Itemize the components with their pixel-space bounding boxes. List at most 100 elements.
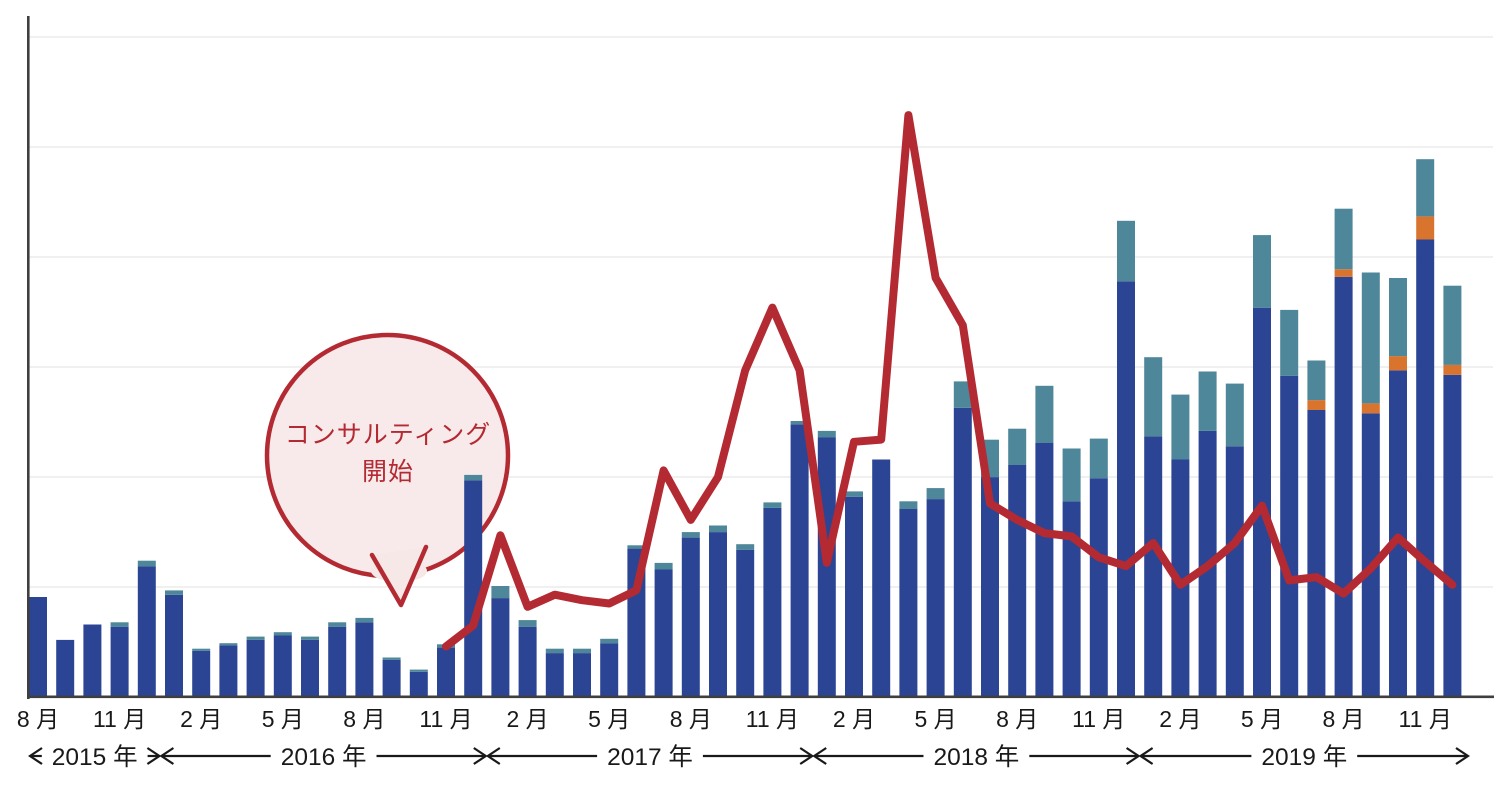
- bar-segment: [1062, 448, 1081, 502]
- bar-segment: [1035, 385, 1054, 443]
- bar-segment: [899, 509, 918, 696]
- x-tick-label: 5 月: [588, 706, 630, 732]
- arrow-left-icon: [812, 747, 827, 765]
- bar-segment: [437, 647, 455, 696]
- x-tick-label: 8 月: [670, 706, 712, 732]
- bar-segment: [1171, 394, 1190, 460]
- bar-segment: [165, 590, 183, 595]
- bar-segment: [301, 639, 319, 696]
- bar-segment: [1008, 428, 1027, 465]
- arrow-left-icon: [1138, 747, 1154, 765]
- bar-segment: [573, 648, 591, 654]
- bar-segment: [1089, 438, 1108, 479]
- bar-segment: [328, 622, 347, 627]
- bar-segment: [246, 639, 265, 696]
- x-tick-label: 5 月: [1241, 706, 1283, 732]
- bar-segment: [1008, 465, 1027, 696]
- bar-segment: [192, 648, 211, 651]
- bar-segment: [137, 566, 156, 696]
- bar-segment: [1253, 235, 1271, 308]
- x-tick-label: 2 月: [507, 706, 549, 732]
- bar-segment: [409, 671, 428, 696]
- bar-segment: [1225, 446, 1244, 696]
- bar-segment: [926, 499, 945, 696]
- bar-segment: [165, 594, 183, 696]
- bar-segment: [1225, 383, 1244, 447]
- bar-segment: [845, 491, 863, 497]
- bar-segment: [817, 430, 836, 438]
- bar-segment: [1443, 364, 1462, 375]
- arrow-right-icon: [799, 747, 815, 765]
- bar-segment: [926, 488, 945, 500]
- bar-segment: [1443, 285, 1462, 365]
- year-band-label: 2016 年: [281, 743, 367, 771]
- bar-segment: [1035, 443, 1054, 696]
- bar-segment: [56, 639, 75, 696]
- bar-segment: [1307, 400, 1326, 410]
- bar-segment: [1416, 159, 1435, 217]
- bar-segment: [573, 653, 591, 696]
- bar-segment: [736, 549, 755, 696]
- bar-segment: [1117, 220, 1135, 282]
- bar-segment: [491, 598, 510, 696]
- arrow-right-icon: [473, 747, 488, 765]
- bar-segment: [1361, 403, 1380, 414]
- bar-segment: [872, 459, 891, 696]
- y-axis-line: [27, 16, 30, 699]
- bar-segment: [709, 532, 727, 696]
- bar-segment: [355, 617, 374, 623]
- arrow-right-icon: [1125, 747, 1141, 765]
- x-tick-label: 8 月: [996, 706, 1038, 732]
- bar-segment: [600, 643, 619, 696]
- bar-segment: [1334, 208, 1353, 270]
- bar-segment: [464, 474, 483, 481]
- bar-segment: [137, 560, 156, 567]
- x-tick-label: 11 月: [93, 706, 146, 732]
- bar-segment: [545, 653, 564, 696]
- bar-segment: [1144, 436, 1163, 696]
- bar-segment: [1117, 281, 1135, 696]
- bar-segment: [763, 507, 782, 696]
- bar-segment: [1334, 269, 1353, 277]
- bar-segment: [409, 669, 428, 672]
- x-tick-label: 8 月: [1323, 706, 1365, 732]
- bar-segment: [273, 635, 292, 696]
- x-tick-label: 2 月: [1159, 706, 1201, 732]
- bar-segment: [1416, 216, 1435, 240]
- bar-segment: [110, 626, 129, 696]
- bar-segment: [518, 626, 537, 696]
- bar-segment: [382, 659, 401, 696]
- bar-segment: [192, 650, 211, 696]
- bar-segment: [1389, 370, 1407, 696]
- bar-segment: [1307, 410, 1326, 696]
- bar-segment: [1089, 478, 1108, 696]
- bar-segment: [1389, 278, 1407, 357]
- bar-segment: [491, 586, 510, 599]
- annotation-bubble-tail: [369, 544, 429, 608]
- bar-segment: [654, 569, 673, 696]
- bar-segment: [110, 622, 129, 627]
- bar-segment: [654, 562, 673, 570]
- bar-segment: [1334, 276, 1353, 696]
- bar-segment: [273, 632, 292, 636]
- bar-segment: [736, 544, 755, 550]
- x-tick-label: 8 月: [17, 706, 59, 732]
- bar-segment: [790, 421, 809, 425]
- bar-segment: [1144, 357, 1163, 437]
- bar-segment: [246, 636, 265, 640]
- bar-segment: [1416, 239, 1435, 696]
- bar-segment: [845, 496, 863, 696]
- bar-segment: [600, 638, 619, 644]
- bar-segment: [681, 532, 700, 538]
- bar-segment: [709, 525, 727, 533]
- x-tick-label: 5 月: [262, 706, 304, 732]
- bar-segment: [83, 624, 102, 696]
- x-tick-label: 5 月: [915, 706, 957, 732]
- bar-segment: [328, 626, 347, 696]
- bar-segment: [355, 622, 374, 696]
- arrow-left-icon: [485, 747, 501, 765]
- arrow-left-icon: [28, 747, 43, 765]
- year-band-label: 2019 年: [1261, 743, 1347, 771]
- bar-segment: [763, 502, 782, 508]
